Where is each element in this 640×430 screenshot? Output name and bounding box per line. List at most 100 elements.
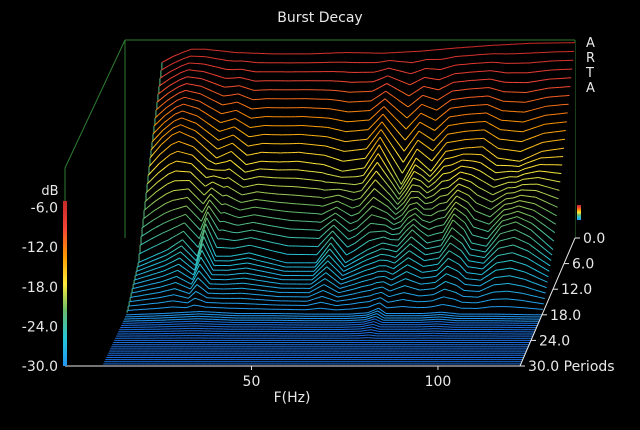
trace-segment <box>236 240 240 241</box>
trace-segment <box>522 300 526 301</box>
trace-segment <box>262 216 266 217</box>
trace-segment <box>382 249 386 250</box>
trace-segment <box>358 159 362 160</box>
trace-segment <box>363 296 367 297</box>
trace-segment <box>245 201 249 202</box>
trace-segment <box>246 253 250 254</box>
trace-segment <box>476 262 480 263</box>
trace-segment <box>232 265 236 266</box>
trace-segment <box>512 160 516 161</box>
trace-segment <box>276 218 280 219</box>
trace-segment <box>250 269 254 270</box>
trace-segment <box>268 225 272 226</box>
trace-segment <box>457 115 461 116</box>
trace-segment <box>263 200 267 201</box>
trace-segment <box>458 140 462 141</box>
trace-segment <box>249 222 253 223</box>
trace-segment <box>148 299 152 300</box>
trace-segment <box>205 57 209 58</box>
trace-segment <box>422 272 426 273</box>
trace-segment <box>253 136 257 137</box>
trace-segment <box>258 215 262 216</box>
trace-segment <box>184 162 188 163</box>
trace-segment <box>450 306 454 307</box>
trace-segment <box>187 77 191 78</box>
trace-segment <box>266 209 270 210</box>
trace-segment <box>274 235 278 236</box>
trace-segment <box>553 181 557 182</box>
trace-segment <box>366 325 370 326</box>
trace-segment <box>153 288 157 289</box>
trace-segment <box>207 169 211 170</box>
trace-segment <box>198 306 202 307</box>
trace-segment <box>443 305 447 306</box>
trace-segment <box>359 149 363 150</box>
trace-segment <box>446 305 450 306</box>
trace-segment <box>278 283 282 284</box>
trace-segment <box>317 222 321 223</box>
trace-segment <box>432 282 436 283</box>
trace-segment <box>255 285 259 286</box>
trace-segment <box>273 218 277 219</box>
trace-segment <box>365 328 369 329</box>
trace-segment <box>508 260 512 261</box>
trace-segment <box>242 224 246 225</box>
trace-segment <box>451 133 455 134</box>
trace-segment <box>460 123 464 124</box>
trace-segment <box>435 258 439 259</box>
trace-segment <box>267 201 271 202</box>
trace-segment <box>342 171 346 172</box>
trace-segment <box>352 298 356 299</box>
trace-segment <box>557 149 561 150</box>
trace-segment <box>142 290 146 291</box>
trace-segment <box>247 216 251 217</box>
trace-segment <box>452 124 456 125</box>
trace-segment <box>261 224 265 225</box>
trace-segment <box>502 276 506 277</box>
trace-segment <box>266 286 270 287</box>
trace-segment <box>243 216 247 217</box>
trace-segment <box>423 215 427 216</box>
trace-segment <box>256 135 260 136</box>
noise-floor <box>65 319 538 366</box>
trace-segment <box>436 252 440 253</box>
trace-segment <box>256 200 260 201</box>
trace-segment <box>453 149 457 150</box>
trace-segment <box>477 256 481 257</box>
trace-segment <box>173 200 177 201</box>
trace-segment <box>243 283 247 284</box>
trace-segment <box>546 150 550 151</box>
trace-segment <box>156 292 160 293</box>
trace-segment <box>470 255 474 256</box>
trace-segment <box>353 169 357 170</box>
trace-segment <box>262 117 266 118</box>
trace-segment <box>349 294 353 295</box>
trace-segment <box>141 295 145 296</box>
trace-segment <box>358 302 362 303</box>
trace-segment <box>278 235 282 236</box>
trace-segment <box>351 160 355 161</box>
trace-segment <box>561 139 565 140</box>
trace-segment <box>534 178 538 179</box>
trace-segment <box>376 282 380 283</box>
trace-segment <box>258 285 262 286</box>
trace-segment <box>543 142 547 143</box>
trace-segment <box>395 300 399 301</box>
trace-segment <box>133 301 137 302</box>
trace-segment <box>481 257 485 258</box>
trace-segment <box>431 265 435 266</box>
trace-segment <box>177 161 181 162</box>
trace-segment <box>248 279 252 280</box>
trace-segment <box>246 193 250 194</box>
trace-segment <box>242 288 246 289</box>
trace-segment <box>507 268 511 269</box>
trace-segment <box>357 169 361 170</box>
trace-segment <box>542 151 546 152</box>
trace-segment <box>433 276 437 277</box>
trace-segment <box>386 61 390 62</box>
trace-segment <box>247 284 251 285</box>
trace-segment <box>222 104 226 105</box>
trace-segment <box>253 222 257 223</box>
trace-segment <box>213 58 217 59</box>
